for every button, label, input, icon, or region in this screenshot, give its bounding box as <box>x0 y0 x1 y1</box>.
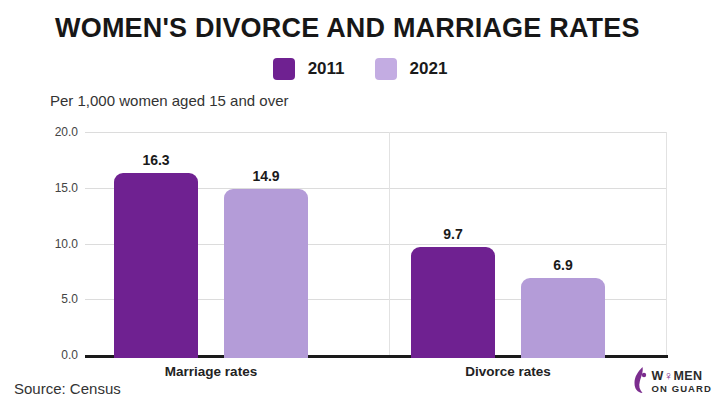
legend-label-2021: 2021 <box>410 59 448 79</box>
chart-title: WOMEN'S DIVORCE AND MARRIAGE RATES <box>55 13 640 44</box>
y-axis-tick-label: 0.0 <box>36 348 78 362</box>
logo-line1: W♀MEN <box>651 370 712 383</box>
source-note: Source: Census <box>14 380 121 397</box>
logo-text: W♀MEN ON GUARD <box>651 370 712 393</box>
y-axis-tick-label: 20.0 <box>36 125 78 139</box>
legend-label-2011: 2011 <box>308 59 345 79</box>
value-label-2021-marriage-rates: 14.9 <box>224 168 308 184</box>
legend-swatch-2011 <box>273 58 295 80</box>
legend-item-2011: 2011 <box>273 58 345 80</box>
bar-2011-marriage-rates <box>114 173 198 358</box>
x-gridline <box>389 132 390 358</box>
y-axis-tick-label: 5.0 <box>36 292 78 306</box>
logo-line2: ON GUARD <box>651 384 712 394</box>
y-axis-tick-label: 10.0 <box>36 237 78 251</box>
x-gridline <box>666 132 667 358</box>
value-label-2011-divorce-rates: 9.7 <box>411 226 495 242</box>
y-gridline-20 <box>85 132 667 133</box>
women-on-guard-logo: W♀MEN ON GUARD <box>633 366 712 398</box>
bar-2021-marriage-rates <box>224 189 308 358</box>
bar-chart-plot-area: 20.015.010.05.00.016.314.9Marriage rates… <box>85 132 667 358</box>
legend-item-2021: 2021 <box>375 58 448 80</box>
female-symbol-icon: ♀ <box>664 369 674 383</box>
value-label-2021-divorce-rates: 6.9 <box>521 257 605 273</box>
y-axis-tick-label: 15.0 <box>36 181 78 195</box>
woman-silhouette-icon <box>633 366 648 398</box>
chart-legend: 2011 2021 <box>0 58 720 80</box>
infographic-canvas: WOMEN'S DIVORCE AND MARRIAGE RATES 2011 … <box>0 0 720 404</box>
bar-2021-divorce-rates <box>521 278 605 358</box>
value-label-2011-marriage-rates: 16.3 <box>114 152 198 168</box>
category-label-divorce-rates: Divorce rates <box>408 364 608 379</box>
chart-subtitle: Per 1,000 women aged 15 and over <box>50 92 289 109</box>
category-label-marriage-rates: Marriage rates <box>111 364 311 379</box>
bar-2011-divorce-rates <box>411 247 495 358</box>
legend-swatch-2021 <box>375 58 397 80</box>
